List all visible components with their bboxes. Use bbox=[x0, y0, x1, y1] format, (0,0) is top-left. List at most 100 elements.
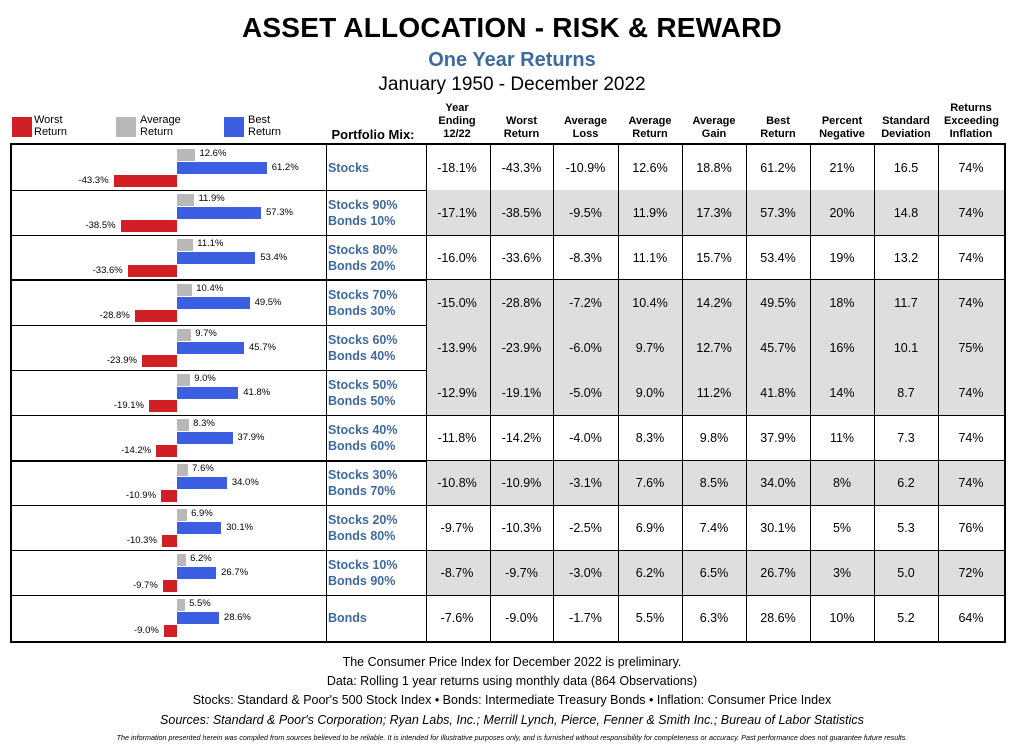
column-header: Year Ending 12/22 bbox=[424, 100, 490, 141]
column-divider bbox=[426, 145, 427, 641]
table-cell: 41.8% bbox=[760, 385, 796, 400]
worst-return-label: -9.7% bbox=[132, 580, 158, 592]
table-cell: 7.4% bbox=[699, 521, 729, 536]
table-row: -10.8% -10.9% -3.1% 7.6% 8.5% 34.0% 8% 6.2 74% St… bbox=[12, 460, 1004, 506]
portfolio-mix-label: Stocks 30% Bonds 70% bbox=[328, 461, 397, 506]
table-cell: 14.8 bbox=[893, 205, 919, 220]
table-cell: 12.6% bbox=[632, 160, 668, 175]
table-cell: 6.2 bbox=[897, 476, 915, 491]
table-cell: 7.6% bbox=[635, 476, 665, 491]
portfolio-mix-label-line: Bonds 10% bbox=[328, 213, 396, 228]
portfolio-mix-header: Portfolio Mix: bbox=[331, 127, 415, 142]
worst-return-bar bbox=[134, 309, 177, 322]
column-header-text: Best Return bbox=[760, 115, 796, 140]
average-return-bar bbox=[177, 283, 193, 296]
column-divider bbox=[553, 145, 554, 641]
table-cell: -9.0% bbox=[505, 611, 538, 626]
worst-return-bar bbox=[163, 625, 177, 638]
table-cell: -8.3% bbox=[569, 250, 602, 265]
worst-return-bar bbox=[161, 490, 177, 503]
table-cell: -2.5% bbox=[569, 521, 602, 536]
table-cell: 8% bbox=[832, 476, 852, 491]
average-return-label: 10.4% bbox=[196, 282, 224, 294]
table-cell: 75% bbox=[958, 340, 984, 355]
portfolio-mix-label-line: Bonds 30% bbox=[328, 303, 396, 318]
best-return-bar bbox=[177, 612, 219, 625]
best-return-label: 30.1% bbox=[226, 522, 254, 534]
table-cell: -6.0% bbox=[569, 340, 602, 355]
table-cell: -10.9% bbox=[565, 160, 606, 175]
table-row: -9.7% -10.3% -2.5% 6.9% 7.4% 30.1% 5% 5.3 76% Sto… bbox=[12, 506, 1004, 551]
portfolio-mix-label-line: Stocks 90% bbox=[328, 197, 398, 212]
table-cell: -5.0% bbox=[569, 385, 602, 400]
table-cell: -9.7% bbox=[505, 566, 538, 581]
column-header: Percent Negative bbox=[810, 100, 874, 141]
portfolio-mix-label: Bonds bbox=[328, 596, 367, 641]
footnote-cpi: The Consumer Price Index for December 20… bbox=[342, 655, 682, 669]
table-cell: 74% bbox=[958, 160, 984, 175]
average-return-label: 11.9% bbox=[198, 192, 225, 204]
table-cell: 11.1% bbox=[632, 250, 668, 265]
portfolio-mix-label: Stocks 80% Bonds 20% bbox=[328, 235, 397, 280]
portfolio-mix-label-line: Stocks 50% bbox=[328, 377, 398, 392]
table-cell: 6.2% bbox=[635, 566, 665, 581]
average-return-label: 6.9% bbox=[191, 508, 213, 520]
column-header: Worst Return bbox=[490, 100, 553, 141]
portfolio-mix-label-line: Bonds bbox=[328, 611, 367, 626]
worst-return-bar bbox=[161, 535, 177, 548]
table-cell: 5.0 bbox=[897, 566, 915, 581]
table-cell: 18% bbox=[829, 295, 855, 310]
table-row: -15.0% -28.8% -7.2% 10.4% 14.2% 49.5% 18% 11.7 7… bbox=[12, 280, 1004, 326]
table-cell: -10.9% bbox=[501, 476, 542, 491]
table-cell: -16.0% bbox=[437, 250, 477, 265]
table-cell: -13.9% bbox=[437, 340, 477, 355]
column-header: Average Return bbox=[618, 100, 682, 141]
best-return-bar bbox=[177, 206, 261, 219]
average-return-bar bbox=[177, 373, 191, 386]
footnote-data: Data: Rolling 1 year returns using month… bbox=[326, 674, 698, 688]
table-cell: 10.4% bbox=[632, 295, 668, 310]
best-return-label: 28.6% bbox=[223, 612, 251, 624]
average-return-label: 12.6% bbox=[199, 147, 227, 159]
average-return-label: 6.2% bbox=[190, 553, 212, 565]
column-divider bbox=[874, 145, 875, 641]
table-cell: -18.1% bbox=[437, 160, 477, 175]
portfolio-mix-label: Stocks 10% Bonds 90% bbox=[328, 551, 397, 596]
average-return-label: 8.3% bbox=[193, 418, 215, 430]
average-return-bar bbox=[177, 238, 194, 251]
table-cell: 8.7 bbox=[897, 385, 915, 400]
table-cell: 11% bbox=[829, 431, 855, 446]
column-divider bbox=[746, 145, 747, 641]
table-cell: 9.0% bbox=[635, 385, 665, 400]
legend-best-label: Best Return bbox=[248, 114, 282, 138]
table-row: -8.7% -9.7% -3.0% 6.2% 6.5% 26.7% 3% 5.0 72% Stoc… bbox=[12, 550, 1004, 596]
table-cell: 14.2% bbox=[696, 295, 732, 310]
average-return-bar bbox=[177, 193, 195, 206]
table-cell: 17.3% bbox=[696, 205, 732, 220]
column-header: Returns Exceeding Inflation bbox=[938, 100, 1004, 141]
table-cell: 18.8% bbox=[696, 160, 732, 175]
table-cell: 34.0% bbox=[760, 476, 796, 491]
table-cell: 26.7% bbox=[760, 566, 796, 581]
best-return-label: 53.4% bbox=[260, 251, 288, 263]
table-cell: 13.2 bbox=[893, 250, 919, 265]
column-divider bbox=[938, 145, 939, 641]
table-cell: 74% bbox=[958, 476, 984, 491]
worst-return-label: -10.9% bbox=[125, 490, 157, 502]
best-return-bar bbox=[177, 251, 256, 264]
table-cell: 45.7% bbox=[760, 340, 796, 355]
average-return-bar bbox=[177, 464, 189, 477]
column-header: Average Gain bbox=[682, 100, 746, 141]
worst-return-bar bbox=[162, 580, 177, 593]
best-return-label: 57.3% bbox=[266, 206, 293, 218]
table-cell: 53.4% bbox=[760, 250, 796, 265]
average-return-label: 7.6% bbox=[192, 463, 214, 475]
best-return-bar bbox=[177, 161, 267, 174]
worst-return-label: -38.5% bbox=[85, 219, 116, 231]
portfolio-mix-label-line: Stocks 20% bbox=[328, 513, 398, 528]
portfolio-mix-label-line: Stocks 40% bbox=[328, 423, 398, 438]
column-header-text: Worst Return bbox=[503, 115, 540, 140]
table-cell: -3.0% bbox=[569, 566, 602, 581]
row-values: -10.8% -10.9% -3.1% 7.6% 8.5% 34.0% 8% 6.2 74% bbox=[426, 460, 1004, 506]
table-row: -11.8% -14.2% -4.0% 8.3% 9.8% 37.9% 11% 7.3 74% S… bbox=[12, 416, 1004, 461]
